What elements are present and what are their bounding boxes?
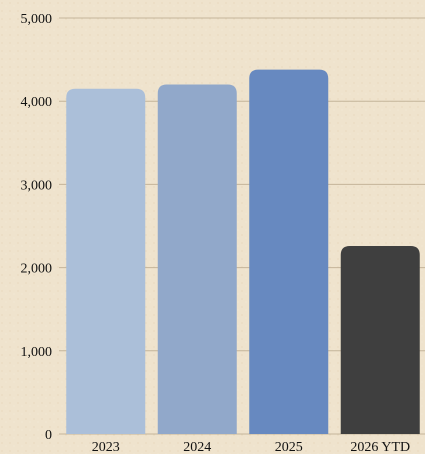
y-tick-label: 3,000 — [21, 178, 53, 193]
x-tick-label: 2023 — [92, 440, 120, 454]
y-tick-label: 5,000 — [21, 12, 53, 27]
x-tick-label: 2025 — [275, 440, 303, 454]
bars — [66, 69, 420, 435]
bar-2026-ytd — [340, 245, 420, 434]
y-axis-tick-labels: 0 1,000 2,000 3,000 4,000 5,000 — [21, 12, 53, 443]
y-tick-label: 1,000 — [21, 345, 53, 360]
x-tick-label: 2026 YTD — [350, 440, 410, 454]
bar-2024 — [157, 84, 237, 434]
y-tick-label: 0 — [45, 428, 52, 443]
bar-2023 — [66, 88, 146, 434]
x-tick-label: 2024 — [183, 440, 211, 454]
x-axis-tick-labels: 2023 2024 2025 2026 YTD — [92, 440, 410, 454]
bar-2025 — [249, 69, 329, 435]
y-tick-label: 4,000 — [21, 95, 53, 110]
y-tick-label: 2,000 — [21, 262, 53, 277]
